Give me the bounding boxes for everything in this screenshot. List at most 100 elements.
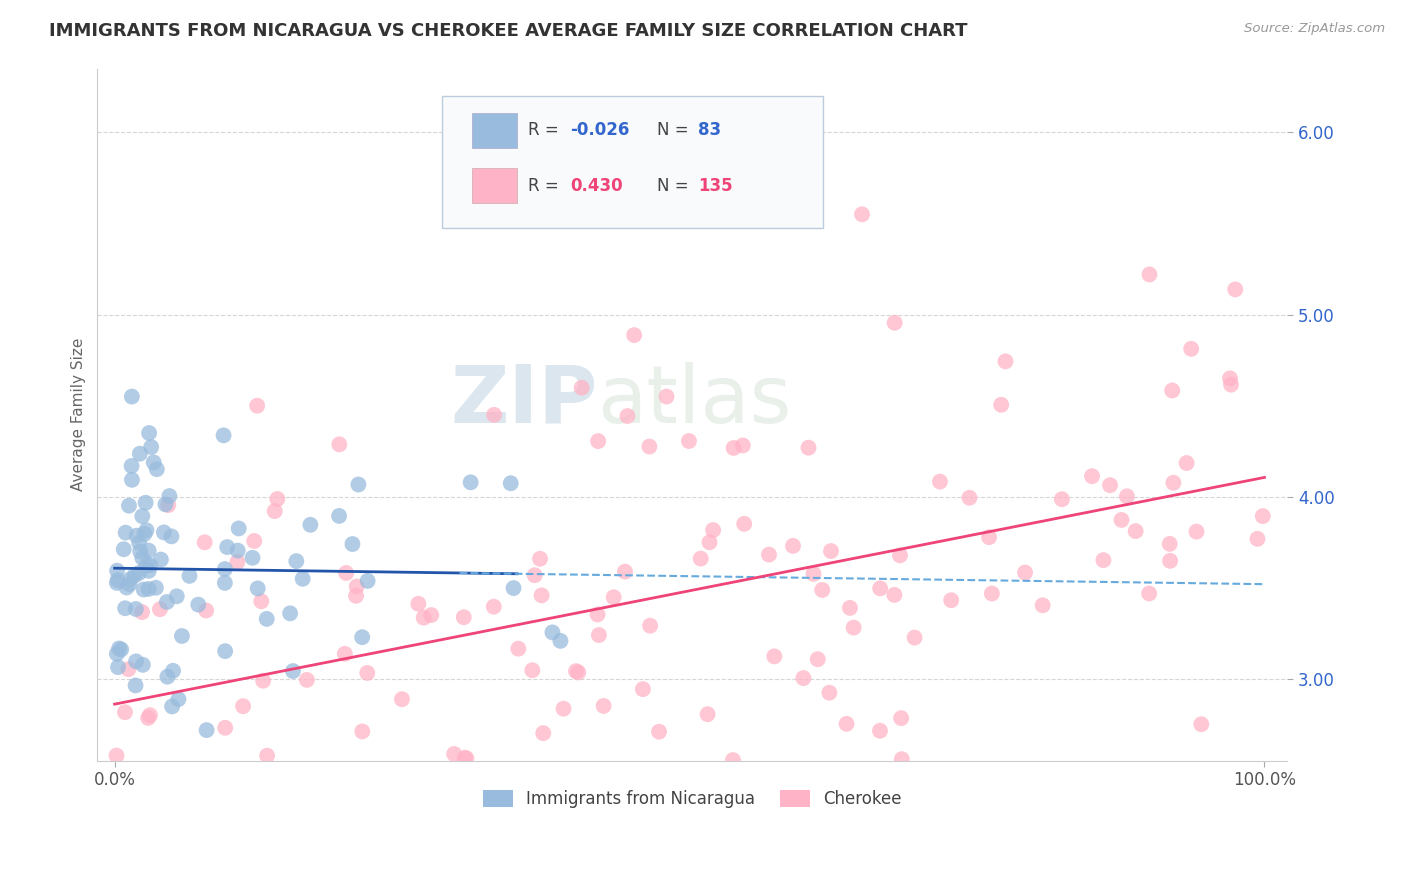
Point: [1032, 599, 1054, 613]
Text: N =: N =: [657, 121, 693, 139]
Point: [835, 716, 858, 731]
Point: [131, 509, 153, 524]
Point: [565, 664, 588, 678]
Point: [731, 438, 754, 452]
Point: [347, 477, 370, 491]
Point: [157, 489, 180, 503]
Point: [105, 748, 128, 763]
Point: [166, 589, 188, 603]
Point: [256, 612, 278, 626]
Point: [291, 572, 314, 586]
Point: [391, 692, 413, 706]
Point: [229, 796, 252, 810]
Point: [699, 535, 721, 549]
Point: [142, 455, 165, 469]
Point: [1050, 492, 1073, 507]
Point: [614, 565, 637, 579]
Point: [232, 699, 254, 714]
Point: [1189, 717, 1212, 731]
Point: [155, 497, 177, 511]
Point: [447, 832, 470, 847]
Point: [842, 621, 865, 635]
Point: [820, 544, 842, 558]
Point: [214, 644, 236, 658]
Point: [266, 491, 288, 506]
Point: [523, 568, 546, 582]
Point: [214, 562, 236, 576]
Point: [156, 595, 179, 609]
Point: [1159, 554, 1181, 568]
Point: [1099, 478, 1122, 492]
Point: [118, 577, 141, 591]
Point: [443, 747, 465, 761]
Point: [125, 602, 148, 616]
Point: [124, 568, 146, 582]
Point: [114, 525, 136, 540]
Point: [138, 582, 160, 596]
Point: [149, 602, 172, 616]
Point: [1081, 469, 1104, 483]
Point: [529, 551, 551, 566]
Point: [105, 575, 128, 590]
Point: [246, 399, 269, 413]
Point: [278, 607, 301, 621]
Point: [1159, 537, 1181, 551]
Point: [1137, 586, 1160, 600]
Point: [678, 434, 700, 448]
Point: [135, 558, 157, 573]
Point: [132, 582, 155, 597]
Point: [851, 207, 873, 221]
Point: [228, 521, 250, 535]
Bar: [472, 168, 517, 203]
Point: [696, 707, 718, 722]
Point: [263, 504, 285, 518]
Point: [1225, 282, 1247, 296]
Point: [135, 523, 157, 537]
Point: [803, 566, 825, 581]
Point: [550, 633, 572, 648]
Point: [1185, 524, 1208, 539]
Point: [408, 597, 430, 611]
Point: [333, 647, 356, 661]
Point: [412, 611, 434, 625]
Point: [1139, 268, 1161, 282]
Point: [114, 705, 136, 719]
Point: [250, 594, 273, 608]
Point: [957, 491, 980, 505]
Point: [352, 724, 374, 739]
Y-axis label: Average Family Size: Average Family Size: [72, 338, 86, 491]
Point: [889, 549, 911, 563]
Point: [530, 588, 553, 602]
Point: [678, 782, 700, 797]
Point: [553, 701, 575, 715]
Point: [1219, 371, 1241, 385]
Point: [128, 447, 150, 461]
Point: [214, 721, 236, 735]
Point: [1125, 524, 1147, 538]
Point: [195, 603, 218, 617]
Point: [170, 629, 193, 643]
Point: [623, 328, 645, 343]
Point: [121, 473, 143, 487]
Point: [890, 752, 912, 766]
Point: [1111, 513, 1133, 527]
Point: [482, 599, 505, 614]
Point: [586, 607, 609, 622]
Point: [212, 428, 235, 442]
Point: [541, 625, 564, 640]
Point: [631, 682, 654, 697]
Point: [226, 555, 249, 569]
Point: [702, 523, 724, 537]
Text: N =: N =: [657, 177, 693, 194]
Point: [713, 784, 735, 798]
Point: [243, 534, 266, 549]
Point: [299, 517, 322, 532]
Point: [1116, 489, 1139, 503]
Point: [242, 550, 264, 565]
Point: [903, 631, 925, 645]
Text: 135: 135: [699, 177, 733, 194]
Point: [108, 641, 131, 656]
Point: [121, 390, 143, 404]
Point: [107, 573, 129, 587]
Point: [281, 664, 304, 678]
